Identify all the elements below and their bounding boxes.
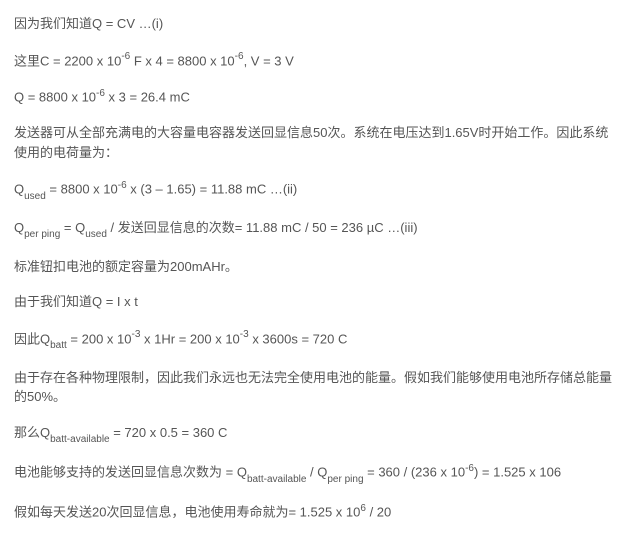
text-run: Q [14,220,24,235]
text-run: 因为我们知道Q = CV …(i) [14,16,163,31]
paragraph: 发送器可从全部充满电的大容量电容器发送回显信息50次。系统在电压达到1.65V时… [14,123,616,162]
text-run: x 3 = 26.4 mC [105,90,190,105]
text-run: = Q [60,220,85,235]
paragraph: 由于我们知道Q = I x t [14,292,616,312]
superscript-text: -6 [121,51,130,62]
text-run: , V = 3 V [244,53,294,68]
text-run: 标准钮扣电池的额定容量为200mAHr。 [14,259,238,274]
paragraph: 由于存在各种物理限制，因此我们永远也无法完全使用电池的能量。假如我们能够使用电池… [14,368,616,407]
paragraph: 假如每天发送20次回显信息，电池使用寿命就为= 1.525 x 106 / 20 [14,501,616,522]
superscript-text: -6 [118,180,127,191]
subscript-text: per ping [24,229,60,240]
text-run: x 3600s = 720 C [249,331,348,346]
superscript-text: -3 [132,329,141,340]
subscript-text: per ping [327,474,363,485]
text-run: 由于我们知道Q = I x t [14,294,138,309]
superscript-text: 6 [360,503,366,514]
text-run: 这里C = 2200 x 10 [14,53,121,68]
text-run: 因此Q [14,331,50,346]
subscript-text: used [24,191,46,202]
text-run: 假如每天发送20次回显信息，电池使用寿命就为= 1.525 x 10 [14,504,360,519]
text-run: / 发送回显信息的次数= 11.88 mC / 50 = 236 µC …(ii… [107,220,418,235]
text-run: / 20 [366,504,391,519]
text-run: ) = 1.525 x 106 [474,465,561,480]
text-run: 发送器可从全部充满电的大容量电容器发送回显信息50次。系统在电压达到1.65V时… [14,125,608,160]
text-run: = 720 x 0.5 = 360 C [110,425,228,440]
subscript-text: batt-available [50,434,109,445]
superscript-text: -3 [240,329,249,340]
paragraph: 那么Qbatt-available = 720 x 0.5 = 360 C [14,423,616,446]
paragraph: 因为我们知道Q = CV …(i) [14,14,616,34]
subscript-text: used [85,229,107,240]
paragraph: Q = 8800 x 10-6 x 3 = 26.4 mC [14,86,616,107]
superscript-text: -6 [235,51,244,62]
text-run: 由于存在各种物理限制，因此我们永远也无法完全使用电池的能量。假如我们能够使用电池… [14,370,612,405]
paragraph: Qper ping = Qused / 发送回显信息的次数= 11.88 mC … [14,218,616,241]
paragraph: 标准钮扣电池的额定容量为200mAHr。 [14,257,616,277]
subscript-text: batt [50,340,67,351]
text-run: x 1Hr = 200 x 10 [140,331,239,346]
paragraph: Qused = 8800 x 10-6 x (3 – 1.65) = 11.88… [14,178,616,202]
text-run: 那么Q [14,425,50,440]
subscript-text: batt-available [247,474,306,485]
text-run: = 360 / (236 x 10 [364,465,466,480]
text-run: x (3 – 1.65) = 11.88 mC …(ii) [127,181,298,196]
document-body: 因为我们知道Q = CV …(i)这里C = 2200 x 10-6 F x 4… [14,14,616,522]
text-run: Q = 8800 x 10 [14,90,96,105]
superscript-text: -6 [465,463,474,474]
text-run: = 200 x 10 [67,331,132,346]
paragraph: 电池能够支持的发送回显信息次数为 = Qbatt-available / Qpe… [14,461,616,485]
text-run: = 8800 x 10 [46,181,118,196]
superscript-text: -6 [96,88,105,99]
text-run: 电池能够支持的发送回显信息次数为 = Q [14,465,247,480]
paragraph: 这里C = 2200 x 10-6 F x 4 = 8800 x 10-6, V… [14,50,616,71]
text-run: Q [14,181,24,196]
text-run: / Q [306,465,327,480]
paragraph: 因此Qbatt = 200 x 10-3 x 1Hr = 200 x 10-3 … [14,328,616,352]
text-run: F x 4 = 8800 x 10 [130,53,234,68]
